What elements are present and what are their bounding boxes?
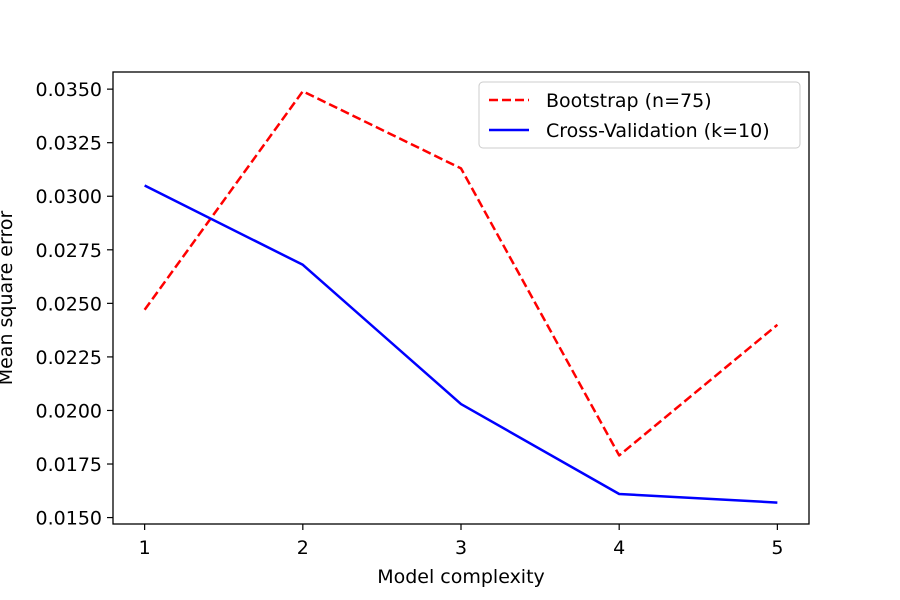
y-axis: 0.0150 0.0175 0.0200 0.0225 0.0250 0.0275 0.03…: [36, 79, 113, 530]
y-tick-label: 0.0300: [36, 186, 102, 208]
series-line-cross-validation-k-10: [144, 184, 778, 504]
x-tick-label: 3: [455, 537, 467, 559]
legend-label-bootstrap: Bootstrap (n=75): [546, 90, 712, 112]
y-tick-label: 0.0175: [36, 454, 102, 476]
y-tick-label: 0.0325: [36, 133, 102, 155]
y-tick-label: 0.0225: [36, 347, 102, 369]
x-tick-label: 1: [139, 537, 151, 559]
series-layer: [143, 90, 779, 504]
y-tick-label: 0.0275: [36, 240, 102, 262]
legend-box: [478, 81, 801, 149]
y-tick-label: 0.0200: [36, 400, 102, 422]
legend-label-cross-validation: Cross-Validation (k=10): [546, 120, 770, 142]
y-tick-label: 0.0250: [36, 293, 102, 315]
x-tick-label: 4: [613, 537, 625, 559]
y-axis-label: Mean square error: [0, 211, 17, 386]
x-tick-label: 2: [297, 537, 309, 559]
y-tick-label: 0.0350: [36, 79, 102, 101]
y-tick-label: 0.0150: [36, 508, 102, 530]
x-axis-label: Model complexity: [377, 566, 545, 588]
x-axis: 1 2 3 4 5: [139, 524, 783, 559]
legend: Bootstrap (n=75) Cross-Validation (k=10): [478, 81, 801, 149]
x-tick-label: 5: [771, 537, 783, 559]
